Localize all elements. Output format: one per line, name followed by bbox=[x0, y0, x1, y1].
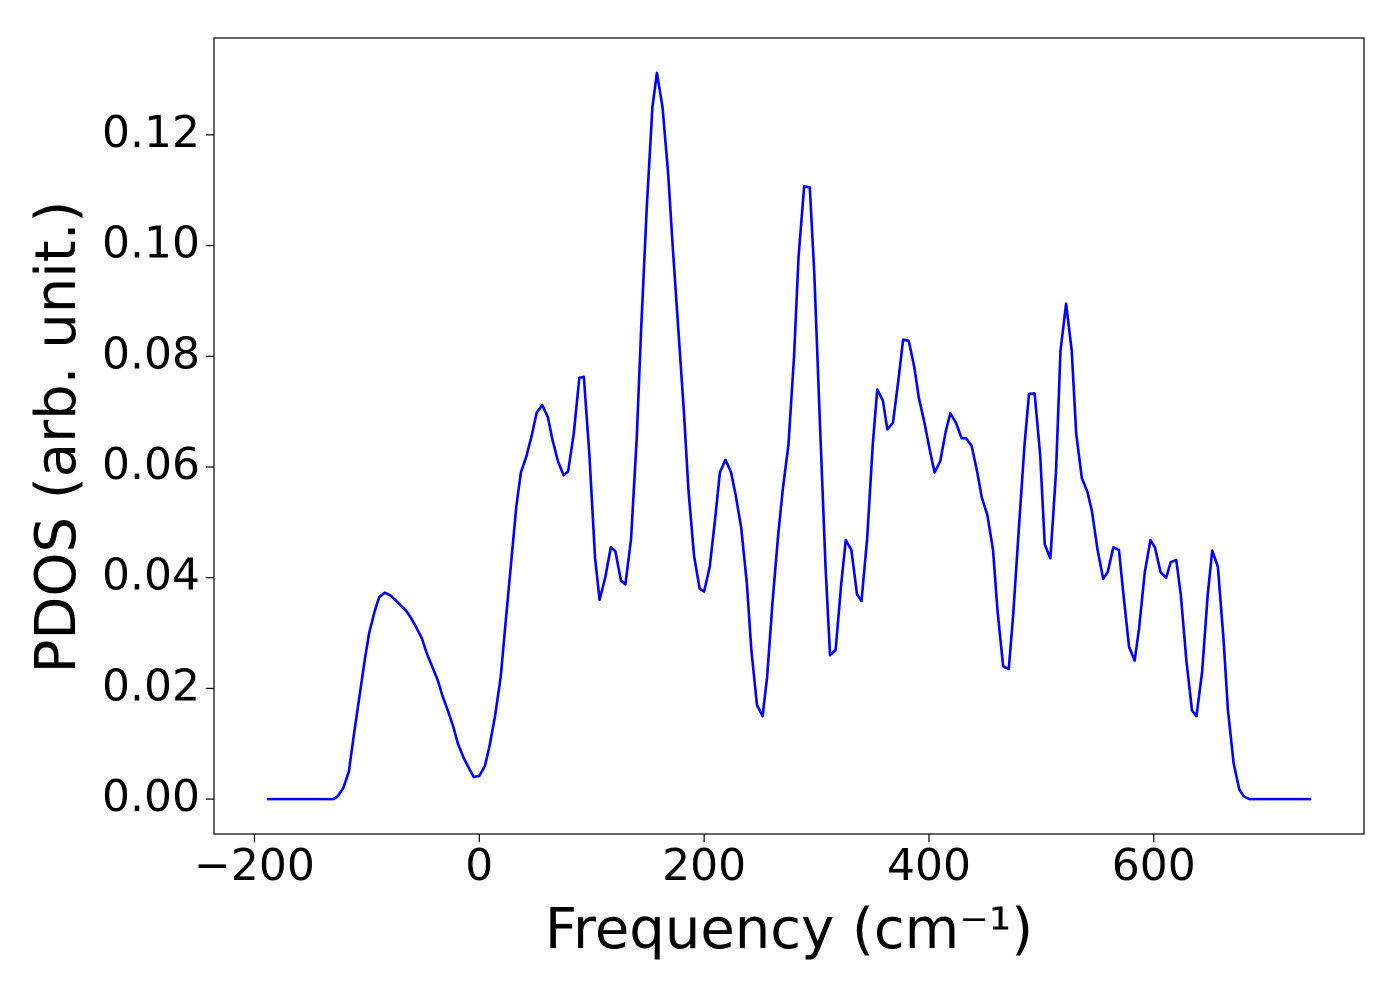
y-tick-label: 0.12 bbox=[102, 107, 200, 158]
x-tick-label: 600 bbox=[1112, 840, 1196, 891]
y-tick-label: 0.02 bbox=[102, 660, 200, 711]
data-line bbox=[266, 71, 1312, 801]
x-tick-label: −200 bbox=[194, 840, 315, 891]
x-axis-label: Frequency (cm⁻¹) bbox=[545, 897, 1033, 962]
plot-frame bbox=[213, 37, 1365, 835]
y-tick-label: 0.04 bbox=[102, 550, 200, 601]
x-tick-label: 400 bbox=[887, 840, 971, 891]
y-tick-label: 0.10 bbox=[102, 218, 200, 269]
x-tick-label: 0 bbox=[465, 840, 493, 891]
y-axis-label: PDOS (arb. unit.) bbox=[24, 201, 89, 674]
y-tick-label: 0.08 bbox=[102, 328, 200, 379]
y-tick-label: 0.00 bbox=[102, 771, 200, 822]
y-tick-label: 0.06 bbox=[102, 439, 200, 490]
x-tick-label: 200 bbox=[662, 840, 746, 891]
